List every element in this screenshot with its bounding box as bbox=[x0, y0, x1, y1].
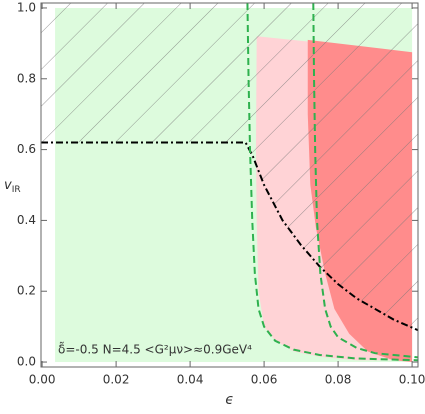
y-tick-label: 0.0 bbox=[17, 355, 36, 369]
y-tick-label: 0.8 bbox=[17, 71, 36, 85]
x-tick-label: 0.02 bbox=[103, 373, 130, 387]
curve bbox=[246, 3, 418, 362]
y-tick-label: 0.4 bbox=[17, 213, 36, 227]
frame bbox=[40, 2, 419, 368]
x-tick-label: 0.06 bbox=[251, 373, 278, 387]
y-tick-label: 0.2 bbox=[17, 284, 36, 298]
y-axis-label-sub: IR bbox=[12, 185, 21, 195]
y-tick-label: 0.6 bbox=[17, 142, 36, 156]
curve bbox=[312, 3, 418, 359]
x-axis-label: ϵ bbox=[225, 392, 234, 408]
hatch-region bbox=[41, 3, 418, 331]
plot-area bbox=[41, 3, 418, 363]
x-tick-label: 0.00 bbox=[29, 373, 56, 387]
annotation: δ̃=-0.5 N=4.5 <G²μν>≈0.9GeV⁴ bbox=[58, 341, 252, 356]
x-tick-label: 0.10 bbox=[399, 373, 425, 387]
axes: 0.00 0.02 0.04 0.06 0.08 0.10 0.0 0.2 0.4 0.6 0.8 1… bbox=[4, 0, 425, 408]
x-tick-label: 0.04 bbox=[177, 373, 204, 387]
y-axis-label-main: v bbox=[4, 178, 12, 193]
curve bbox=[41, 141, 418, 332]
y-axis-label: vIR bbox=[4, 178, 21, 195]
x-tick-label: 0.08 bbox=[325, 373, 352, 387]
y-tick-label: 1.0 bbox=[17, 0, 36, 14]
